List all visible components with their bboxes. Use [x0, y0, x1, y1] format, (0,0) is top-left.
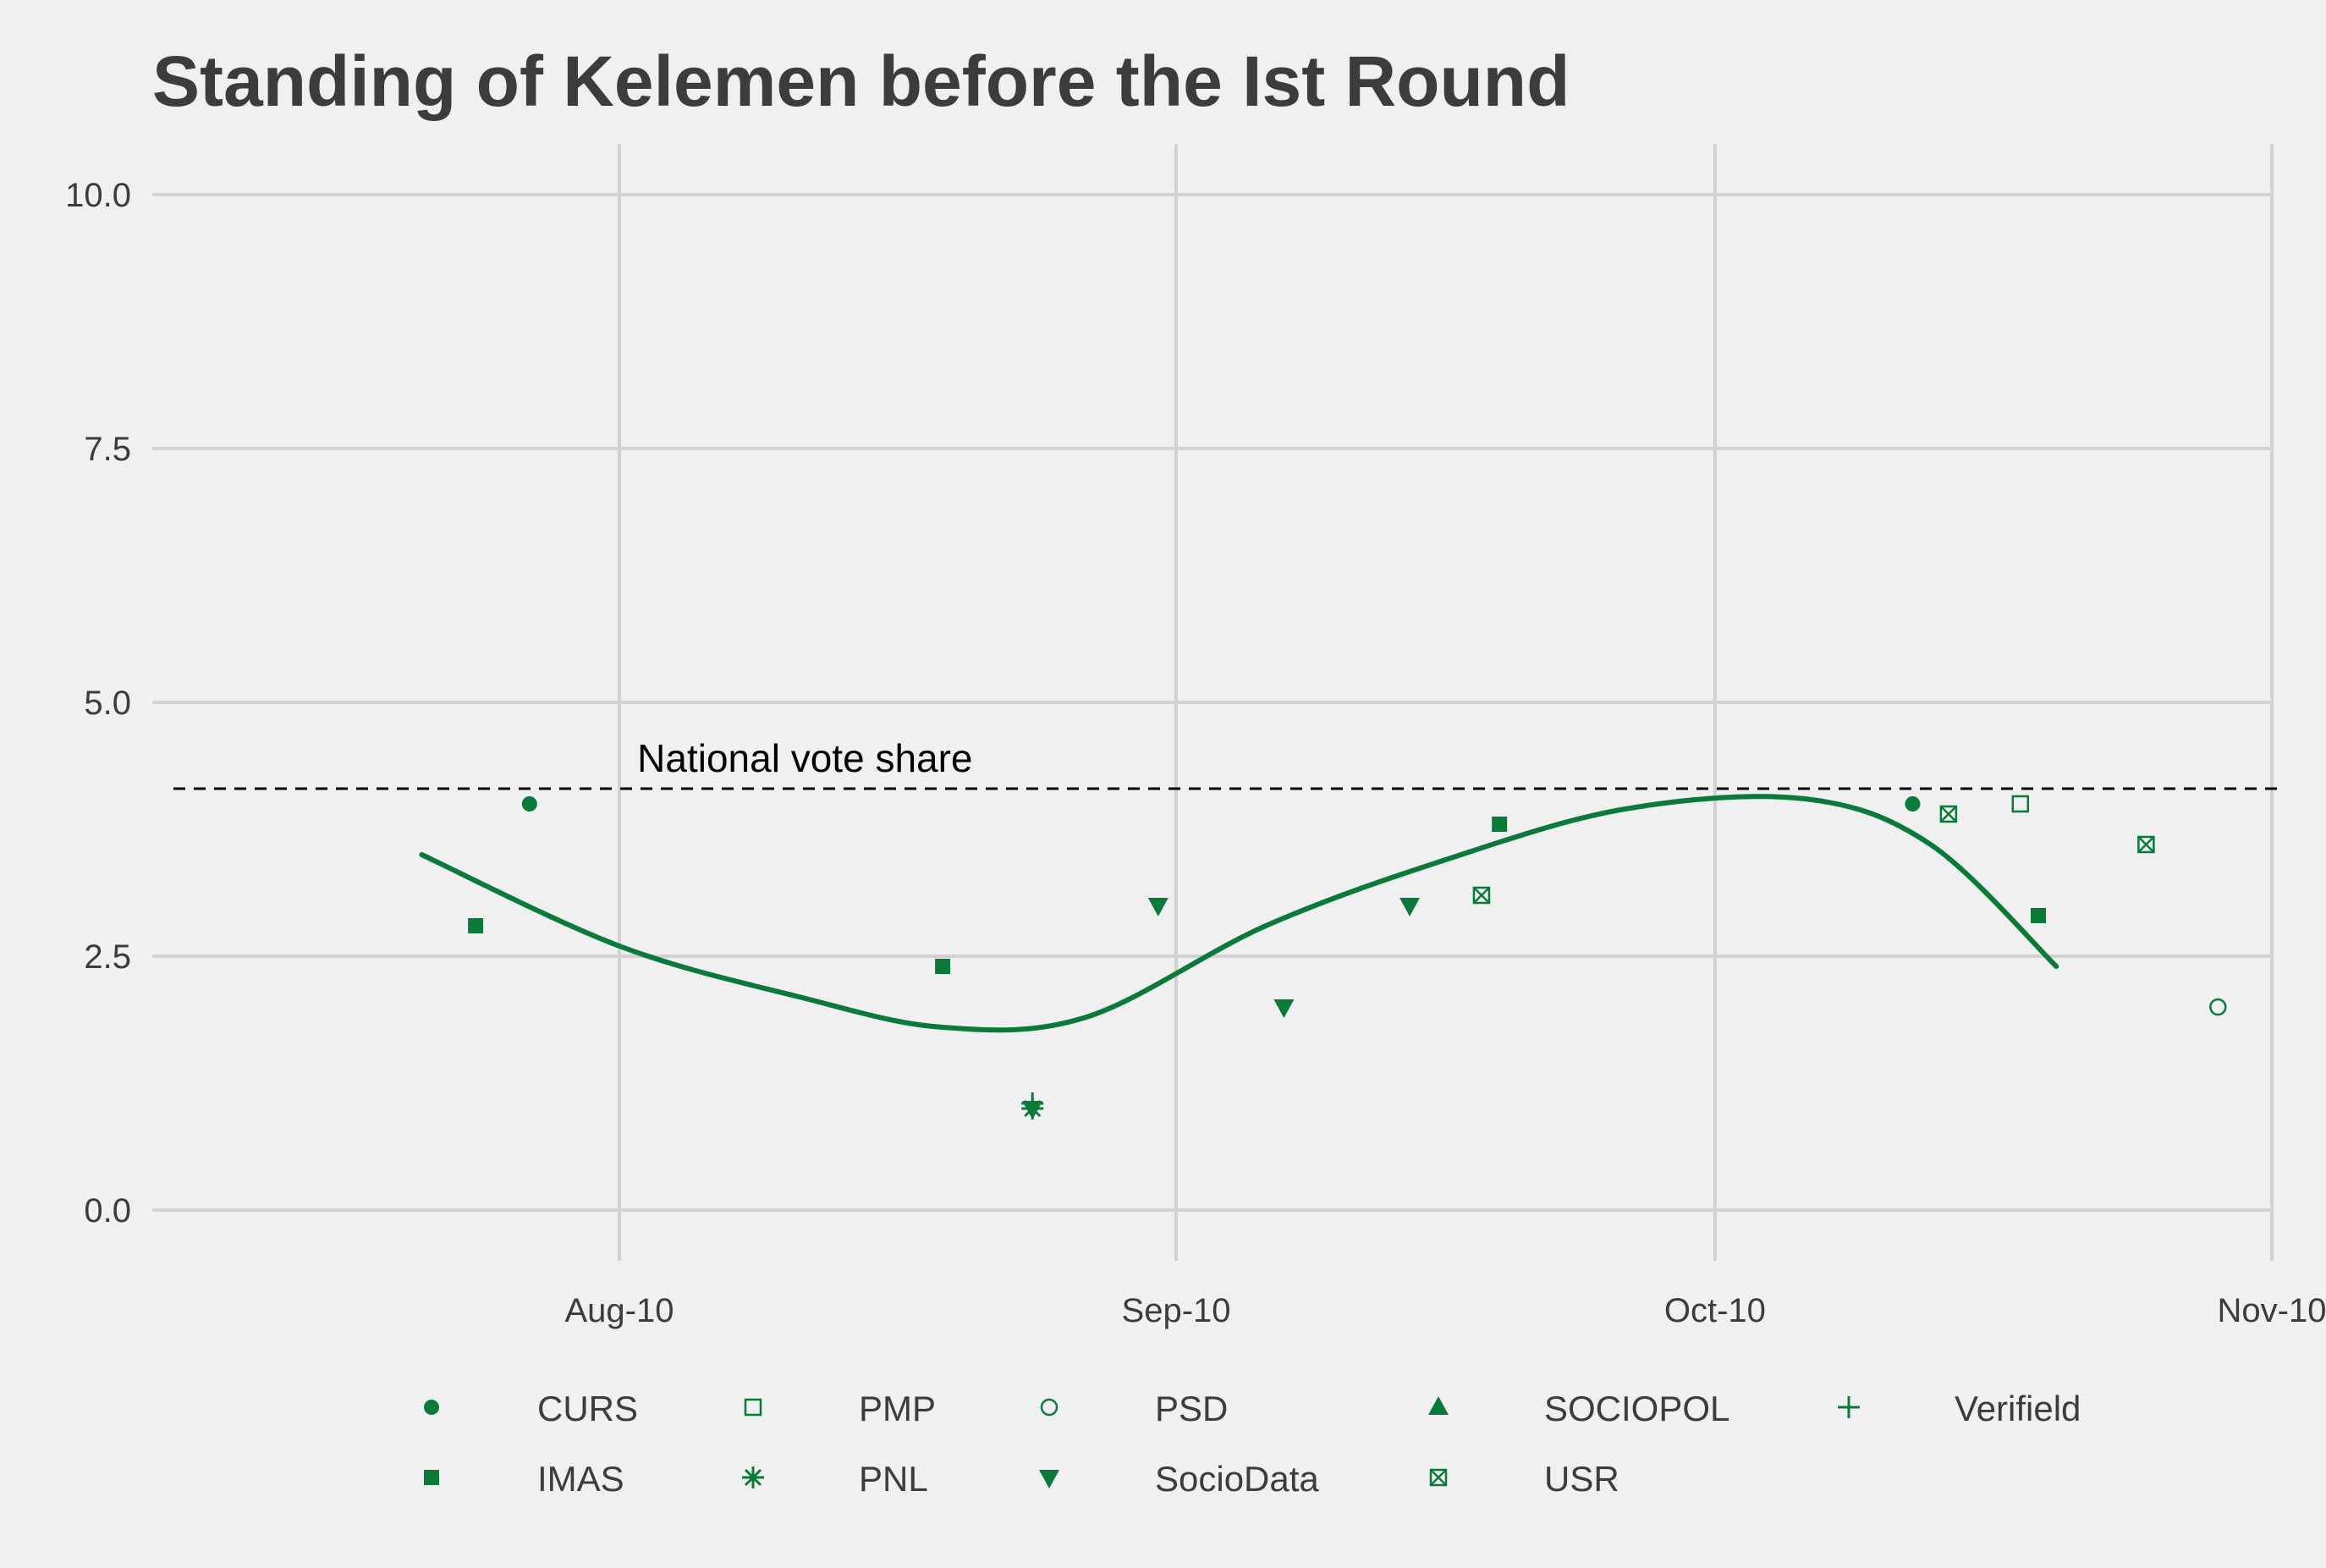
marker-shape [1473, 887, 1490, 904]
point-curs [1905, 796, 1921, 812]
y-tick-label: 5.0 [84, 685, 131, 722]
marker-shape [1430, 1469, 1447, 1486]
legend-label-usr: USR [1544, 1459, 1619, 1499]
legend-label-sociopol: SOCIOPOL [1544, 1389, 1729, 1428]
legend-key-curs [424, 1400, 439, 1415]
legend-label-sociodata: SocioData [1155, 1459, 1319, 1499]
reference-line-group: National vote share [173, 736, 2280, 790]
trend-line [419, 794, 2059, 1033]
legend: CURS PMP PSD SOCIOPOL Verifield IMAS PNL SocioD… [424, 1389, 2081, 1499]
x-tick-label: Oct-10 [1664, 1292, 1766, 1329]
legend-key-verifield [1838, 1396, 1860, 1418]
marker-shape [1939, 805, 1958, 823]
legend-key-pmp [744, 1398, 762, 1417]
point-sociodata [1022, 1101, 1043, 1120]
marker-shape [2137, 835, 2155, 854]
marker-shape [468, 918, 484, 933]
marker-shape [1147, 898, 1168, 916]
legend-label-imas: IMAS [537, 1459, 624, 1499]
point-usr [1939, 805, 1958, 823]
marker-shape [935, 959, 951, 974]
point-imas [935, 959, 951, 974]
marker-shape [1939, 806, 1957, 823]
marker-shape [2031, 908, 2047, 923]
marker-shape [1040, 1398, 1059, 1417]
marker-shape [744, 1468, 762, 1487]
marker-shape [1399, 898, 1421, 916]
legend-item-verifield: Verifield [1838, 1389, 2081, 1428]
y-tick-label: 0.0 [84, 1192, 131, 1230]
legend-item-psd: PSD [1040, 1389, 1228, 1428]
y-tick-label: 10.0 [65, 177, 131, 214]
legend-key-sociodata [1039, 1470, 1059, 1488]
legend-item-pnl: PNL [742, 1459, 928, 1499]
x-tick-label: Aug-10 [564, 1292, 674, 1329]
legend-item-imas: IMAS [424, 1459, 624, 1499]
point-sociodata [1147, 898, 1168, 916]
legend-label-curs: CURS [537, 1389, 638, 1428]
x-tick-label: Sep-10 [1122, 1292, 1231, 1329]
marker-shape [424, 1470, 439, 1485]
legend-key-usr [1429, 1468, 1448, 1487]
legend-item-sociodata: SocioData [1039, 1459, 1319, 1499]
marker-shape [1273, 999, 1295, 1018]
x-tick-label: Nov-10 [2218, 1292, 2326, 1329]
trend-line-group [419, 794, 2059, 1033]
chart-title: Standing of Kelemen before the Ist Round [152, 41, 1570, 121]
point-imas [1492, 817, 1508, 832]
point-imas [468, 918, 484, 933]
y-tick-label: 7.5 [84, 431, 131, 468]
legend-key-imas [424, 1470, 439, 1485]
marker-shape [1472, 886, 1491, 905]
marker-shape [1022, 1101, 1043, 1120]
point-usr [1472, 886, 1491, 905]
point-curs [521, 796, 537, 812]
marker-shape [1905, 796, 1921, 812]
point-imas [2031, 908, 2047, 923]
axis-labels: 0.0 2.5 5.0 7.5 10.0 Aug-10 Sep-10 Oct-10 Nov-10 [65, 177, 2326, 1329]
point-sociodata [1273, 999, 1295, 1018]
legend-key-pnl [742, 1466, 764, 1488]
legend-label-psd: PSD [1155, 1389, 1228, 1428]
legend-item-curs: CURS [424, 1389, 638, 1428]
legend-key-psd [1040, 1398, 1059, 1417]
legend-item-pmp: PMP [744, 1389, 936, 1428]
point-sociodata [1399, 898, 1421, 916]
point-usr [2137, 835, 2155, 854]
data-points [468, 795, 2227, 1120]
marker-shape [1429, 1468, 1448, 1487]
gridlines [152, 144, 2274, 1261]
legend-item-usr: USR [1429, 1459, 1619, 1499]
marker-shape [2011, 795, 2030, 813]
legend-label-pnl: PNL [859, 1459, 928, 1499]
legend-label-verifield: Verifield [1955, 1389, 2081, 1428]
marker-shape [1492, 817, 1508, 832]
legend-label-pmp: PMP [859, 1389, 936, 1428]
marker-shape [1428, 1396, 1449, 1415]
legend-key-sociopol [1428, 1396, 1449, 1415]
marker-shape [424, 1400, 439, 1415]
marker-shape [1039, 1470, 1059, 1488]
legend-item-sociopol: SOCIOPOL [1428, 1389, 1729, 1428]
point-pmp [2011, 795, 2030, 813]
marker-shape [521, 796, 537, 812]
point-psd [2209, 998, 2227, 1016]
marker-shape [2137, 836, 2155, 853]
marker-shape [2209, 998, 2227, 1016]
marker-shape [744, 1398, 762, 1417]
reference-line-label: National vote share [637, 736, 972, 780]
y-tick-label: 2.5 [84, 938, 131, 976]
